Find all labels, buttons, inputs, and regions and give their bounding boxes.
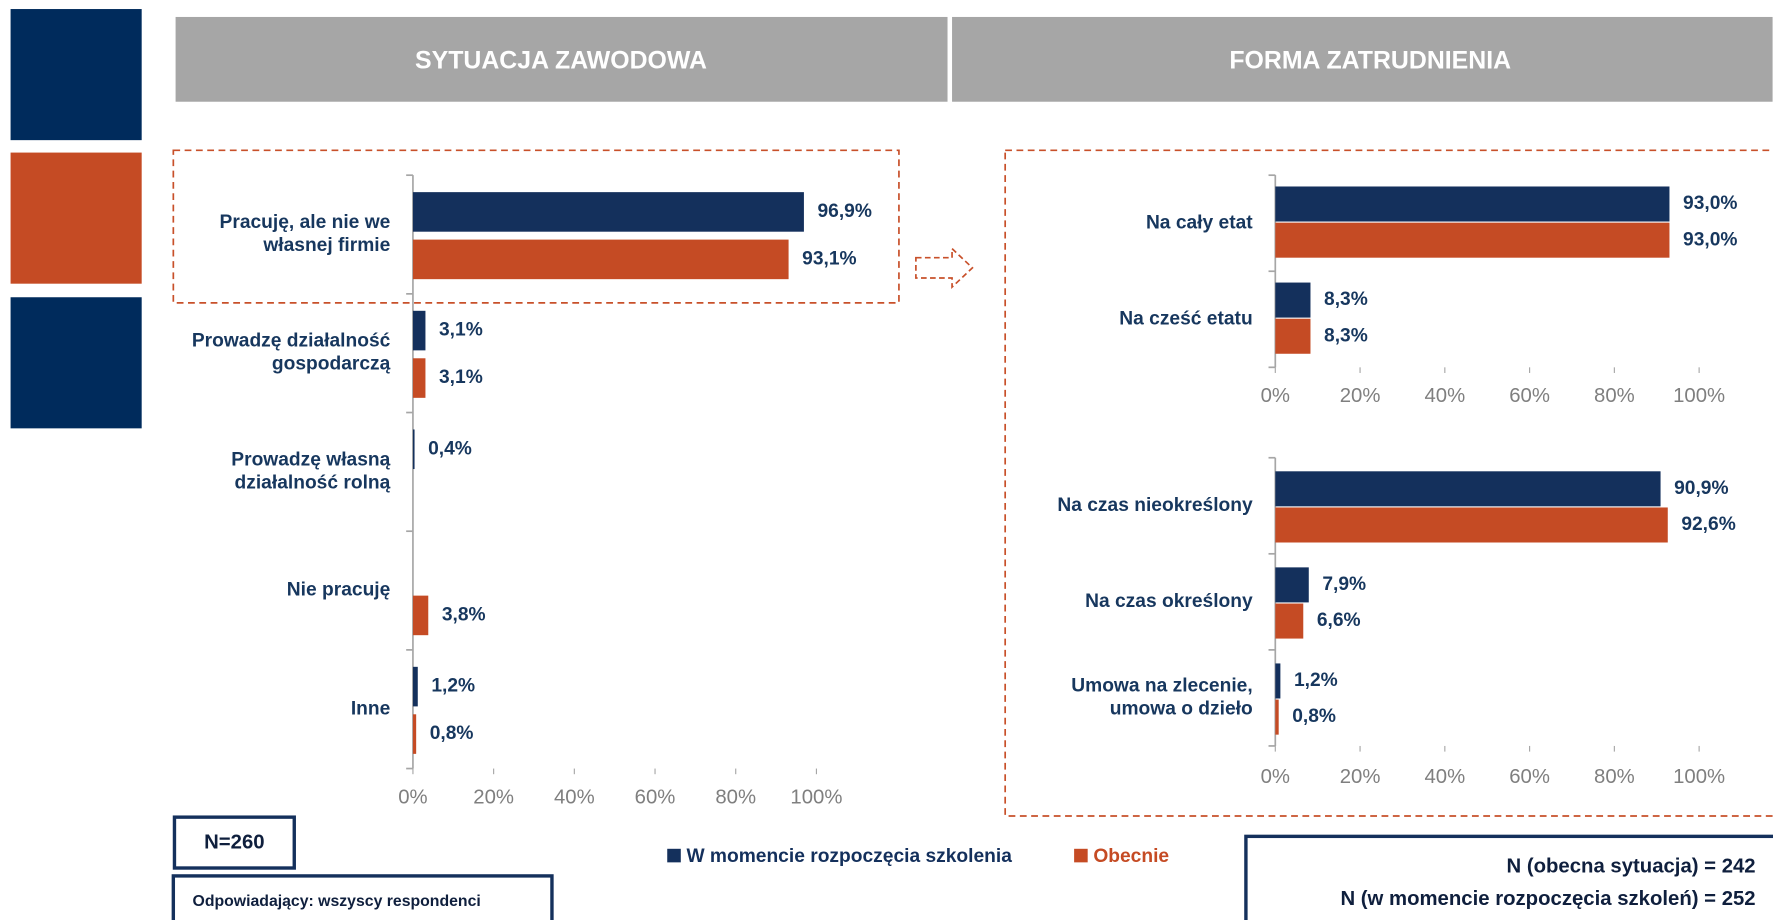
bar bbox=[412, 714, 417, 754]
x-tick-label: 20% bbox=[1340, 766, 1381, 788]
x-tick-label: 40% bbox=[1424, 766, 1465, 788]
x-tick-label: 80% bbox=[715, 786, 756, 808]
x-tick-label: 80% bbox=[1594, 766, 1635, 788]
value-label: 8,3% bbox=[1324, 325, 1368, 346]
x-tick-label: 40% bbox=[554, 786, 595, 808]
header: FORMA ZATRUDNIENIA bbox=[1229, 47, 1511, 75]
bar bbox=[1275, 603, 1304, 639]
category-label: Na czas określony bbox=[1085, 591, 1253, 612]
category-label: Inne bbox=[351, 698, 391, 719]
bar bbox=[1275, 282, 1311, 318]
category-label: Na cały etat bbox=[1146, 212, 1253, 233]
category-label: Umowa na zlecenie, umowa o dzieło bbox=[1071, 675, 1252, 719]
value-label: 8,3% bbox=[1324, 289, 1368, 310]
legend-swatch bbox=[667, 848, 681, 863]
bar bbox=[412, 310, 426, 351]
category-label: Na czas nieokreślony bbox=[1057, 495, 1253, 516]
value-label: 93,0% bbox=[1683, 193, 1737, 214]
x-tick-label: 0% bbox=[1261, 385, 1290, 407]
value-label: 0,8% bbox=[1292, 706, 1336, 727]
value-label: 0,4% bbox=[428, 438, 472, 459]
x-tick-label: 20% bbox=[473, 786, 514, 808]
x-tick-label: 100% bbox=[1673, 385, 1725, 407]
bar bbox=[1275, 663, 1281, 699]
value-label: 1,2% bbox=[431, 676, 475, 697]
value-label: 3,1% bbox=[439, 320, 483, 341]
note-box bbox=[1244, 834, 1773, 920]
category-label: Prowadzę własną działalność rolną bbox=[231, 449, 390, 493]
value-label: 90,9% bbox=[1674, 478, 1728, 499]
deco-square bbox=[10, 152, 142, 284]
note: Odpowiadający: wszyscy respondenci bbox=[193, 893, 481, 910]
value-label: 93,1% bbox=[802, 248, 856, 269]
bar bbox=[1275, 471, 1661, 507]
value-label: 3,8% bbox=[442, 604, 486, 625]
note-box bbox=[172, 815, 296, 870]
note: N (w momencie rozpoczęcia szkoleń) = 252 bbox=[1340, 888, 1755, 910]
highlight-box bbox=[1004, 149, 1773, 817]
bar bbox=[1275, 699, 1279, 735]
bar bbox=[412, 239, 789, 280]
deco-square bbox=[10, 297, 142, 429]
x-tick-label: 40% bbox=[1424, 385, 1465, 407]
x-tick-label: 60% bbox=[1509, 385, 1550, 407]
x-tick-label: 80% bbox=[1594, 385, 1635, 407]
bar bbox=[412, 595, 429, 636]
value-label: 92,6% bbox=[1681, 514, 1735, 535]
legend-label: W momencie rozpoczęcia szkolenia bbox=[686, 846, 1012, 867]
bar bbox=[412, 429, 415, 470]
value-label: 6,6% bbox=[1317, 610, 1361, 631]
legend-swatch bbox=[1074, 848, 1088, 863]
x-tick-label: 0% bbox=[1261, 766, 1290, 788]
x-tick-label: 20% bbox=[1340, 385, 1381, 407]
bar bbox=[1275, 507, 1668, 543]
bar bbox=[412, 192, 804, 232]
bar bbox=[412, 666, 418, 707]
category-label: Prowadzę działalność gospodarczą bbox=[192, 331, 391, 375]
value-label: 96,9% bbox=[817, 201, 871, 222]
x-tick-label: 100% bbox=[1673, 766, 1725, 788]
deco-square bbox=[10, 9, 142, 141]
highlight-box bbox=[172, 149, 900, 304]
note: N=260 bbox=[204, 832, 264, 854]
header-bar bbox=[175, 16, 948, 102]
bar bbox=[1275, 186, 1670, 222]
value-label: 93,0% bbox=[1683, 229, 1737, 250]
x-tick-label: 60% bbox=[635, 786, 676, 808]
x-tick-label: 60% bbox=[1509, 766, 1550, 788]
value-label: 1,2% bbox=[1294, 670, 1338, 691]
header-bar bbox=[952, 16, 1773, 102]
x-tick-label: 100% bbox=[790, 786, 842, 808]
x-tick-label: 0% bbox=[398, 786, 427, 808]
note-box bbox=[171, 874, 554, 920]
value-label: 7,9% bbox=[1322, 574, 1366, 595]
bar bbox=[1275, 567, 1309, 603]
note: N (obecna sytuacja) = 242 bbox=[1506, 855, 1755, 877]
category-label: Pracuję, ale nie we własnej firmie bbox=[220, 212, 391, 256]
category-label: Nie pracuję bbox=[287, 580, 391, 601]
value-label: 3,1% bbox=[439, 367, 483, 388]
legend-label: Obecnie bbox=[1093, 846, 1169, 867]
header: SYTUACJA ZAWODOWA bbox=[415, 47, 707, 75]
category-label: Na cześć etatu bbox=[1119, 308, 1252, 329]
value-label: 0,8% bbox=[430, 723, 474, 744]
arrow bbox=[915, 246, 974, 290]
bar bbox=[1275, 222, 1670, 258]
bar bbox=[412, 358, 426, 398]
bar bbox=[1275, 318, 1311, 354]
